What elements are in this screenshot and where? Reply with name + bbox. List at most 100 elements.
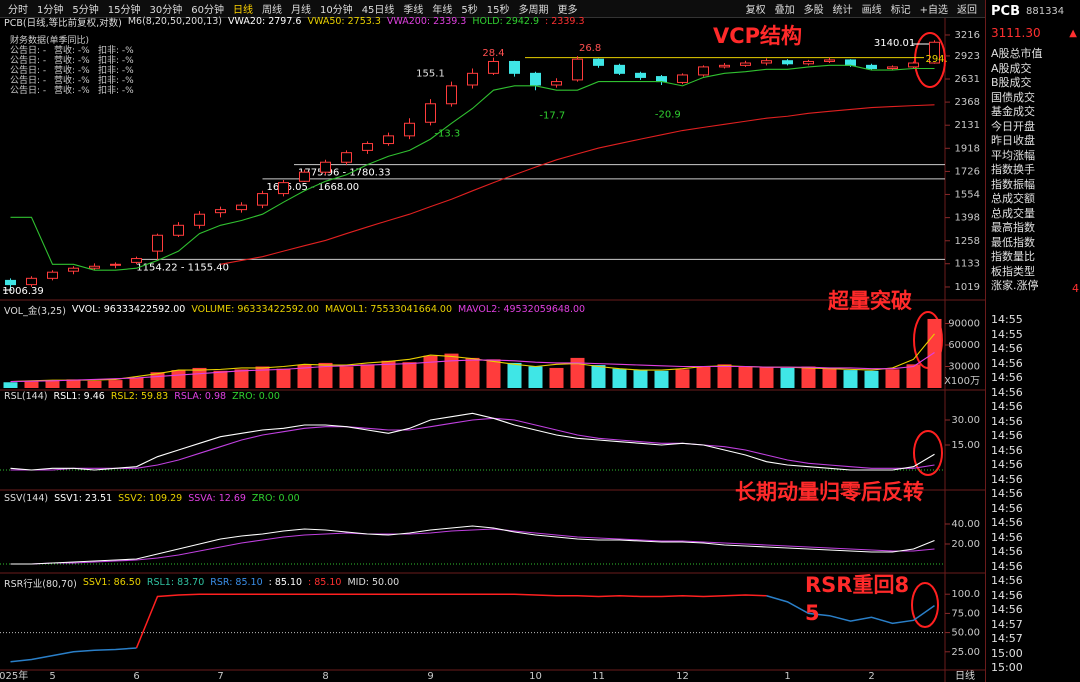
price-arrow: ▲ bbox=[1069, 27, 1077, 39]
chart-area: 日线32162923263123682131191817261554139812… bbox=[0, 18, 985, 682]
indicator-line bbox=[10, 528, 935, 565]
indicator-line bbox=[220, 104, 935, 265]
x-tick-label: 2025年 bbox=[0, 669, 28, 682]
y-tick-label: 1019 bbox=[955, 282, 980, 293]
candle-body bbox=[614, 64, 625, 74]
candle-body bbox=[824, 59, 835, 62]
period-tab[interactable]: 周线 bbox=[261, 5, 282, 16]
volume-bar bbox=[780, 367, 795, 388]
volume-bar bbox=[297, 365, 312, 388]
volume-bar bbox=[192, 367, 207, 388]
tool-button[interactable]: 画线 bbox=[861, 5, 882, 16]
candle-body bbox=[719, 64, 730, 68]
field: 指数换手 bbox=[991, 163, 1035, 176]
x-tick-label: 11 bbox=[592, 671, 605, 682]
candle-body bbox=[383, 135, 394, 145]
period-tab[interactable]: 15分钟 bbox=[107, 5, 141, 16]
tick-time: 14:56 bbox=[991, 385, 1023, 399]
y-tick-label: 60000 bbox=[948, 340, 980, 351]
panel-header: VOL_金(3,25) VVOL: 96333422592.00 VOLUME: 9… bbox=[4, 303, 585, 317]
tool-button[interactable]: 叠加 bbox=[774, 5, 795, 16]
period-tab[interactable]: 年线 bbox=[432, 5, 453, 16]
header-item: VWA50: 2753.3 bbox=[307, 16, 381, 27]
header-item: RSL1: 9.46 bbox=[53, 391, 105, 402]
period-tab[interactable]: 1分钟 bbox=[37, 5, 64, 16]
tool-button[interactable]: 返回 bbox=[957, 5, 977, 16]
period-tab[interactable]: 45日线 bbox=[361, 5, 395, 16]
volume-bar bbox=[528, 366, 543, 388]
candle-body bbox=[89, 265, 100, 269]
candle-body bbox=[887, 66, 898, 70]
field: 今日开盘 bbox=[991, 119, 1035, 133]
tool-button[interactable]: 统计 bbox=[832, 5, 853, 16]
candle-body bbox=[47, 271, 58, 279]
period-label: 日线 bbox=[955, 669, 975, 682]
annotation: 294. bbox=[925, 54, 947, 65]
candle-body bbox=[572, 58, 583, 81]
volume-bar bbox=[864, 370, 879, 388]
limit-up-count: 4 bbox=[1072, 282, 1079, 295]
indicator-line bbox=[10, 525, 935, 565]
candle-body bbox=[593, 58, 604, 66]
period-tab[interactable]: 15秒 bbox=[486, 5, 510, 16]
volume-bar bbox=[843, 370, 858, 388]
header-item: SSVA: 12.69 bbox=[188, 493, 246, 504]
period-tab[interactable]: 月线 bbox=[290, 5, 311, 16]
tool-button[interactable]: 复权 bbox=[745, 5, 766, 16]
period-tab[interactable]: 60分钟 bbox=[191, 5, 224, 16]
tick-time: 14:56 bbox=[991, 429, 1023, 442]
header-item: ZRO: 0.00 bbox=[251, 493, 300, 504]
period-tab[interactable]: 5秒 bbox=[461, 5, 478, 16]
indicator-line bbox=[10, 412, 935, 471]
header-item: M6(8,20,50,200,13) bbox=[127, 16, 223, 27]
tick-time: 14:56 bbox=[991, 458, 1023, 471]
period-tab[interactable]: 5分钟 bbox=[72, 5, 99, 16]
tool-button[interactable]: +自选 bbox=[919, 5, 948, 16]
y-tick-label: 2631 bbox=[955, 74, 980, 85]
finance-cell: 扣非: -% bbox=[98, 56, 134, 66]
candle-body bbox=[467, 72, 478, 86]
period-tab[interactable]: 30分钟 bbox=[149, 5, 183, 16]
header-item: MID: 50.00 bbox=[347, 577, 400, 588]
volume-bar bbox=[234, 369, 249, 388]
tick-time: 14:56 bbox=[991, 559, 1023, 573]
volume-bar bbox=[423, 355, 438, 388]
y-tick-label: 3216 bbox=[955, 30, 980, 41]
level-label: 1775.96 - 1780.33 bbox=[298, 168, 391, 179]
volume-bar bbox=[171, 370, 186, 388]
volume-bar bbox=[66, 379, 81, 388]
frame bbox=[0, 18, 985, 682]
period-tab[interactable]: 更多 bbox=[557, 5, 578, 16]
header-item: : 2339.3 bbox=[545, 16, 585, 27]
finance-row: 公告日: - 营收: -% 扣非: -% bbox=[10, 46, 142, 56]
candle-body bbox=[152, 234, 163, 252]
indicator-line bbox=[10, 64, 935, 271]
period-tab[interactable]: 多周期 bbox=[518, 5, 549, 16]
volume-bar bbox=[885, 369, 900, 388]
tool-button[interactable]: 多股 bbox=[803, 5, 824, 16]
candle-body bbox=[740, 62, 751, 66]
candle-body bbox=[845, 59, 856, 66]
candle-body bbox=[236, 204, 247, 211]
period-tab[interactable]: 10分钟 bbox=[319, 5, 353, 16]
tick-time: 14:56 bbox=[991, 400, 1023, 413]
finance-cell: 公告日: - bbox=[10, 66, 47, 76]
field: A股总市值 bbox=[991, 47, 1043, 60]
finance-cell: 公告日: - bbox=[10, 76, 47, 86]
candle-body bbox=[278, 182, 289, 195]
tick-time: 15:00 bbox=[991, 646, 1023, 660]
period-tab[interactable]: 日线 bbox=[232, 5, 253, 16]
period-tab[interactable]: 分时 bbox=[8, 5, 28, 16]
finance-cell: 公告日: - bbox=[10, 46, 47, 56]
period-tab[interactable]: 季线 bbox=[403, 5, 424, 16]
candle-body bbox=[803, 60, 814, 65]
field-list: A股总市值 A股成交 B股成交 国债成交 基金成交 今日开盘 昨日收盘 平均涨幅 指数换手 指数振… bbox=[986, 47, 1080, 295]
finance-cell: 营收: -% bbox=[54, 86, 90, 96]
header-item: VOL_金(3,25) bbox=[4, 305, 66, 317]
y-tick-label: 50.00 bbox=[951, 628, 980, 639]
volume-bar bbox=[255, 366, 270, 388]
annotation: 28.4 bbox=[482, 48, 504, 59]
tool-button[interactable]: 标记 bbox=[890, 5, 911, 16]
field: 国债成交 bbox=[991, 90, 1035, 104]
header-item: RSLA: 0.98 bbox=[174, 391, 227, 402]
